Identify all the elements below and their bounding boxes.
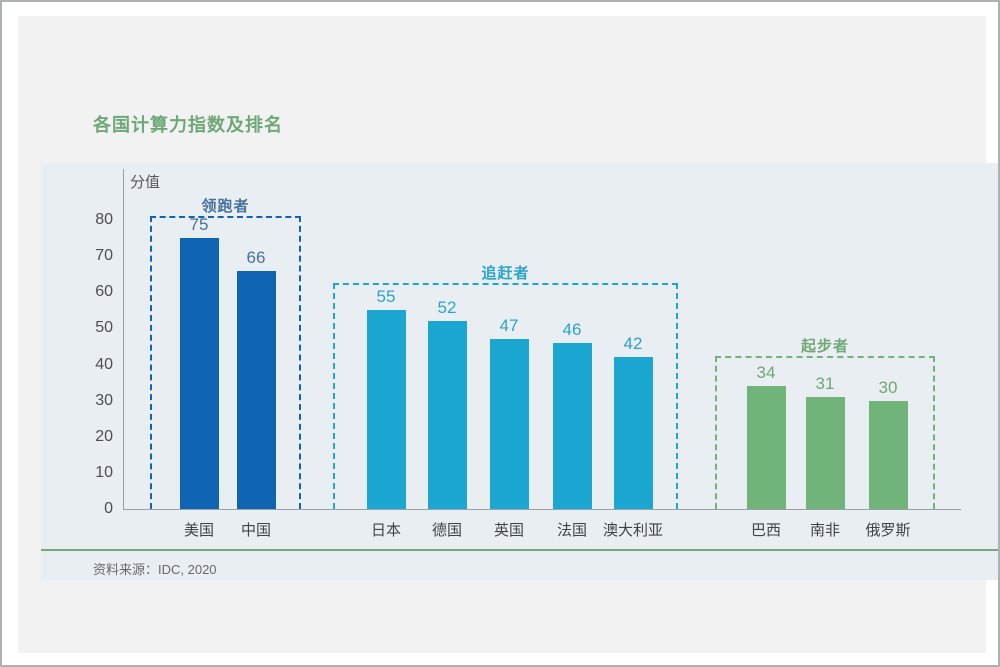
bar-value-label: 52 xyxy=(437,298,457,318)
group-box-2 xyxy=(333,283,678,509)
y-tick-label: 40 xyxy=(95,355,113,373)
bar-南非 xyxy=(805,397,845,509)
group-box-1 xyxy=(150,216,301,509)
bar-巴西 xyxy=(746,386,786,509)
bar-法国 xyxy=(552,342,592,509)
bar-category-label: 俄罗斯 xyxy=(865,522,911,539)
y-tick-label: 10 xyxy=(95,463,113,481)
bar-category-label: 英国 xyxy=(493,522,524,539)
bar-value-label: 34 xyxy=(756,363,776,383)
bar-中国 xyxy=(236,270,276,509)
y-tick-label: 30 xyxy=(95,391,113,409)
group-label: 追赶者 xyxy=(481,265,530,282)
bar-value-label: 30 xyxy=(878,377,898,397)
x-axis-line xyxy=(123,509,961,510)
source-note: 资料来源：IDC, 2020 xyxy=(93,562,217,577)
bar-category-label: 澳大利亚 xyxy=(602,522,663,539)
bar-value-label: 42 xyxy=(623,334,643,354)
bar-value-label: 75 xyxy=(189,215,209,235)
bar-英国 xyxy=(489,339,529,509)
bar-美国 xyxy=(179,238,219,509)
y-tick-label: 0 xyxy=(104,500,113,517)
bar-value-label: 47 xyxy=(499,316,519,336)
bar-category-label: 法国 xyxy=(556,522,587,539)
bar-category-label: 日本 xyxy=(370,522,401,539)
bar-日本 xyxy=(366,310,406,509)
footer-divider-line xyxy=(41,549,998,551)
bar-value-label: 66 xyxy=(246,247,266,267)
bar-澳大利亚 xyxy=(613,357,653,509)
bar-value-label: 31 xyxy=(815,374,835,393)
bar-value-label: 46 xyxy=(562,319,582,339)
y-axis-label: 分值 xyxy=(130,174,161,191)
group-label: 领跑者 xyxy=(201,198,250,215)
bar-category-label: 德国 xyxy=(431,522,462,539)
y-tick-label: 20 xyxy=(95,427,113,445)
bar-category-label: 中国 xyxy=(240,522,271,539)
y-axis-line xyxy=(123,169,124,509)
y-tick-label: 70 xyxy=(95,247,113,265)
group-label: 起步者 xyxy=(800,338,849,355)
bar-category-label: 南非 xyxy=(809,522,840,539)
group-box-3 xyxy=(715,356,935,509)
plot-area: 分值 0 10 20 30 40 50 60 70 80 领跑者 75 美国 66 中国 追赶者 55 日本 52… xyxy=(41,163,998,539)
bar-俄罗斯 xyxy=(868,400,908,509)
bar-value-label: 55 xyxy=(376,287,396,307)
chart-panel: 分值 0 10 20 30 40 50 60 70 80 领跑者 75 美国 66 中国 追赶者 55 日本 52… xyxy=(41,163,998,580)
bar-category-label: 美国 xyxy=(183,522,214,539)
page-background: 各国计算力指数及排名 分值 0 10 20 30 40 50 60 70 80 领跑者 75 美国 66… xyxy=(18,16,998,653)
bar-德国 xyxy=(427,321,467,509)
y-tick-label: 60 xyxy=(95,283,113,301)
chart-title: 各国计算力指数及排名 xyxy=(93,115,283,135)
y-tick-label: 50 xyxy=(95,319,113,337)
y-tick-label: 80 xyxy=(95,211,113,228)
bar-category-label: 巴西 xyxy=(750,522,781,539)
